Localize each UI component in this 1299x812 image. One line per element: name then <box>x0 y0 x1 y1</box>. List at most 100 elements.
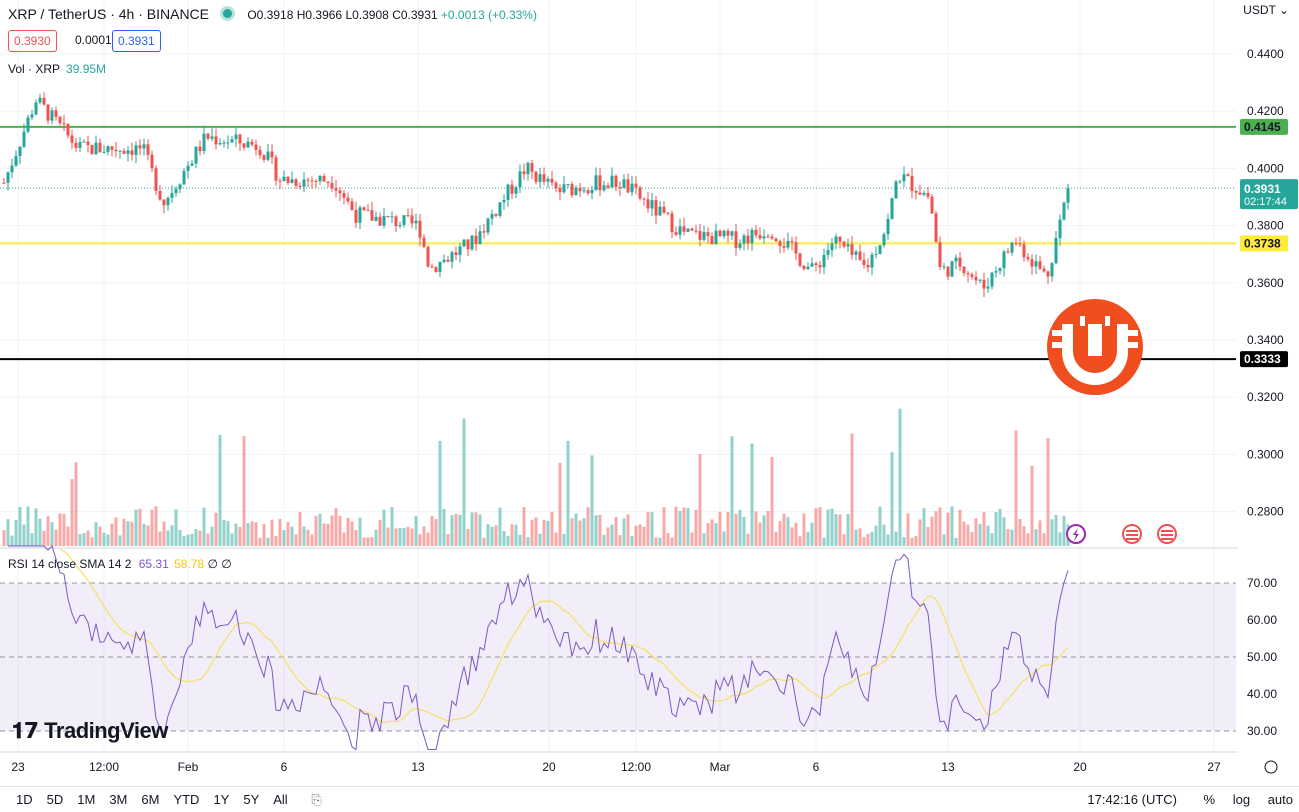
candle[interactable] <box>270 151 274 158</box>
candle[interactable] <box>1046 271 1050 277</box>
candle[interactable] <box>518 171 522 188</box>
candle[interactable] <box>762 236 766 239</box>
candle[interactable] <box>370 210 374 221</box>
candle[interactable] <box>618 186 622 189</box>
candle[interactable] <box>494 214 498 216</box>
candle[interactable] <box>282 176 286 182</box>
candle[interactable] <box>246 141 250 148</box>
symbol-title[interactable]: XRP / TetherUS · 4h · BINANCE <box>8 6 209 22</box>
candle[interactable] <box>122 150 126 154</box>
candle[interactable] <box>926 192 930 197</box>
candle[interactable] <box>754 229 758 236</box>
candle[interactable] <box>626 179 630 193</box>
candle[interactable] <box>422 237 426 247</box>
range-button-6m[interactable]: 6M <box>141 792 160 807</box>
candle[interactable] <box>590 189 594 194</box>
candle[interactable] <box>214 136 218 145</box>
candle[interactable] <box>770 236 774 239</box>
candle[interactable] <box>238 134 242 144</box>
candle[interactable] <box>794 242 798 254</box>
candle[interactable] <box>158 191 162 200</box>
candle[interactable] <box>862 259 866 265</box>
candle[interactable] <box>638 187 642 199</box>
candle[interactable] <box>542 174 546 182</box>
candle[interactable] <box>650 200 654 209</box>
candle[interactable] <box>338 190 342 194</box>
candle[interactable] <box>634 183 638 188</box>
candle[interactable] <box>782 246 786 248</box>
candle[interactable] <box>946 266 950 277</box>
candle[interactable] <box>966 273 970 275</box>
candle[interactable] <box>870 254 874 268</box>
candle[interactable] <box>38 97 42 103</box>
candle[interactable] <box>574 187 578 196</box>
candle[interactable] <box>1002 251 1006 269</box>
candle[interactable] <box>682 226 686 232</box>
candle[interactable] <box>606 185 610 188</box>
candle[interactable] <box>614 175 618 187</box>
candle[interactable] <box>522 171 526 175</box>
candle[interactable] <box>502 199 506 203</box>
candle[interactable] <box>530 162 534 172</box>
candle[interactable] <box>126 150 130 154</box>
candle[interactable] <box>74 142 78 148</box>
candle[interactable] <box>602 185 606 191</box>
candle[interactable] <box>1018 243 1022 245</box>
candle[interactable] <box>666 212 670 214</box>
candle[interactable] <box>890 198 894 219</box>
candle[interactable] <box>162 199 166 206</box>
candle[interactable] <box>322 175 326 182</box>
candle[interactable] <box>1062 202 1066 220</box>
candle[interactable] <box>286 176 290 183</box>
candle[interactable] <box>154 168 158 192</box>
candle[interactable] <box>798 253 802 266</box>
candle[interactable] <box>858 251 862 260</box>
candle[interactable] <box>6 172 10 183</box>
candle[interactable] <box>962 266 966 274</box>
candle[interactable] <box>1042 268 1046 272</box>
candle[interactable] <box>654 200 658 216</box>
candle[interactable] <box>66 123 70 136</box>
candle[interactable] <box>78 141 82 148</box>
candle[interactable] <box>478 231 482 244</box>
range-button-1m[interactable]: 1M <box>77 792 96 807</box>
candle[interactable] <box>1010 242 1014 253</box>
candle[interactable] <box>642 198 646 200</box>
candle[interactable] <box>390 216 394 218</box>
candle[interactable] <box>830 243 834 251</box>
candle[interactable] <box>366 209 370 211</box>
candle[interactable] <box>670 213 674 233</box>
candle[interactable] <box>510 184 514 194</box>
auto-toggle[interactable]: auto <box>1267 792 1293 807</box>
candle[interactable] <box>686 228 690 232</box>
candle[interactable] <box>482 231 486 233</box>
candle[interactable] <box>806 266 810 270</box>
candle[interactable] <box>570 184 574 196</box>
candle[interactable] <box>802 265 806 270</box>
candle[interactable] <box>710 236 714 245</box>
candle[interactable] <box>58 116 62 124</box>
candle[interactable] <box>102 151 106 153</box>
candle[interactable] <box>230 139 234 143</box>
candle[interactable] <box>886 218 890 235</box>
candle[interactable] <box>86 141 90 145</box>
candle[interactable] <box>490 214 494 219</box>
candle[interactable] <box>250 141 254 145</box>
candle[interactable] <box>1034 261 1038 267</box>
candle[interactable] <box>774 238 778 242</box>
candle[interactable] <box>242 143 246 148</box>
candle[interactable] <box>346 197 350 202</box>
candle[interactable] <box>406 215 410 217</box>
candle[interactable] <box>582 190 586 192</box>
candle[interactable] <box>846 244 850 247</box>
candle[interactable] <box>438 262 442 272</box>
candle[interactable] <box>202 133 206 152</box>
candle[interactable] <box>470 235 474 250</box>
candle[interactable] <box>22 131 26 147</box>
candle[interactable] <box>878 245 882 254</box>
candle[interactable] <box>938 242 942 267</box>
candle[interactable] <box>62 123 66 125</box>
candle[interactable] <box>266 151 270 160</box>
candle[interactable] <box>882 234 886 246</box>
candle[interactable] <box>290 179 294 183</box>
